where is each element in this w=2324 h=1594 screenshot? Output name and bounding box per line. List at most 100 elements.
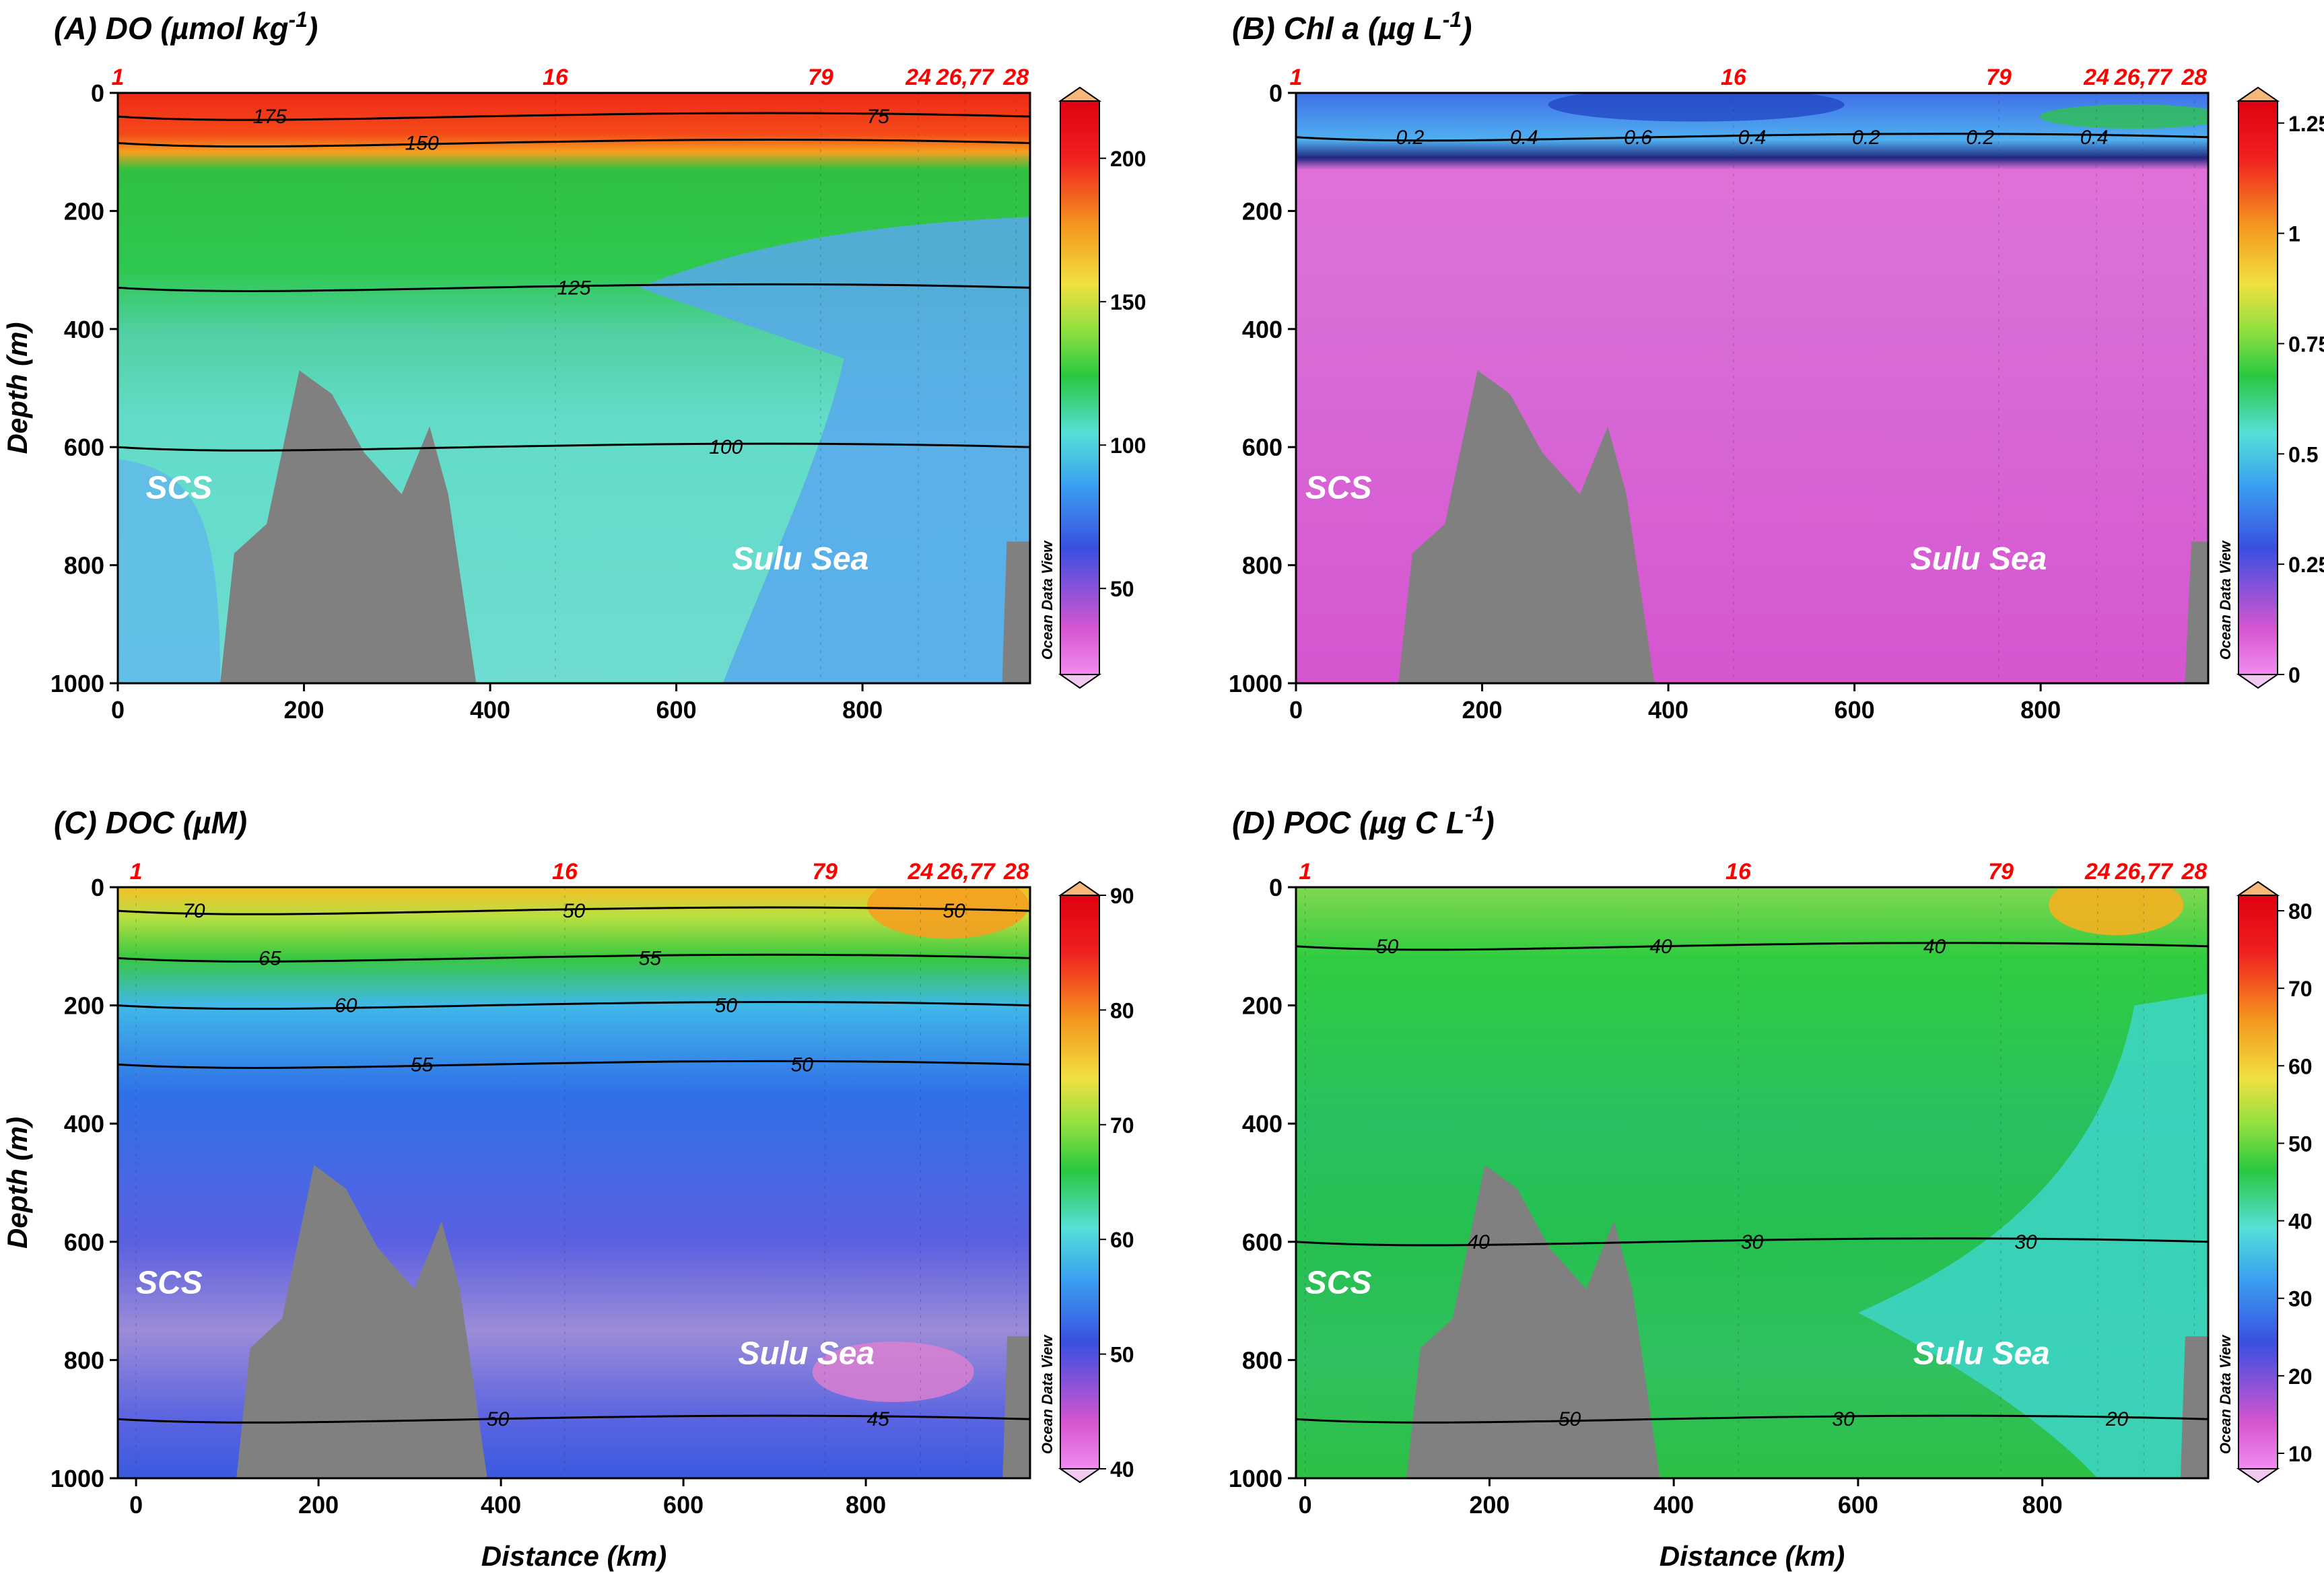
contour-label: 50 xyxy=(791,1053,814,1076)
station-label: 79 xyxy=(808,65,833,90)
doc-maximum xyxy=(867,887,1029,939)
contour-label: 125 xyxy=(557,277,590,299)
y-tick-label: 400 xyxy=(64,316,104,343)
contour-line xyxy=(118,1414,1030,1424)
chart-title: (C) DOC (µM) xyxy=(54,805,247,840)
station-label: 16 xyxy=(543,65,569,90)
y-axis-label: Depth (m) xyxy=(1,1117,33,1249)
plot-border xyxy=(116,886,1031,1480)
colorbar-tick-label: 30 xyxy=(2288,1287,2313,1311)
x-tick-label: 600 xyxy=(1835,696,1875,724)
station-label: 24 xyxy=(2084,859,2111,885)
seafloor-right xyxy=(1002,1336,1030,1478)
colorbar xyxy=(1060,100,1100,675)
colorbar-tick-label: 80 xyxy=(2288,899,2313,924)
x-tick-label: 0 xyxy=(1289,696,1303,724)
colorbar-tick-label: 0.5 xyxy=(2288,442,2318,466)
poc-low-region xyxy=(1857,994,2208,1478)
y-tick-label: 400 xyxy=(1242,1110,1283,1138)
contour-label: 100 xyxy=(709,436,743,458)
station-label: 26,77 xyxy=(937,859,996,885)
y-tick-label: 200 xyxy=(1242,992,1283,1020)
plot-area: 50 40 50 40 30 30 40 30 20 xyxy=(1296,887,2208,1478)
colorbar-tick-label: 100 xyxy=(1110,434,1146,458)
contour-label: 175 xyxy=(253,106,287,128)
y-axis-label: Depth (m) xyxy=(1,322,33,454)
y-tick-label: 600 xyxy=(64,434,104,461)
station-label: 79 xyxy=(1988,859,2014,885)
colorbar-cap-bottom xyxy=(1058,674,1102,689)
region-label: Sulu Sea xyxy=(1913,1336,2050,1372)
region-label: Sulu Sea xyxy=(738,1336,875,1372)
colorbar-tick-label: 10 xyxy=(2288,1442,2313,1466)
seamount xyxy=(1398,370,1655,683)
station-label: 26,77 xyxy=(936,65,995,90)
panel-c: 70 65 60 55 50 50 55 50 50 45 50 SCS Sulu Sea 1 16 79 24… xyxy=(1,805,1134,1572)
doc-minimum xyxy=(812,1341,974,1402)
watermark: Ocean Data View xyxy=(1039,1334,1056,1454)
station-label: 28 xyxy=(1002,65,1029,90)
x-tick-label: 400 xyxy=(1648,696,1688,724)
colorbar-tick-label: 90 xyxy=(1110,884,1134,908)
station-label: 24 xyxy=(2083,65,2109,90)
y-tick-label: 0 xyxy=(91,874,104,901)
contour-label: 20 xyxy=(2105,1408,2129,1430)
seafloor-right xyxy=(2180,1336,2208,1478)
contour-label: 40 xyxy=(1467,1231,1490,1253)
contour-label: 0.6 xyxy=(1624,127,1652,149)
y-tick-label: 1000 xyxy=(50,670,104,697)
x-axis-label: Distance (km) xyxy=(481,1540,667,1572)
contour-label: 70 xyxy=(182,900,205,922)
seafloor-right xyxy=(1002,541,1030,683)
x-tick-label: 800 xyxy=(846,1491,886,1519)
panel-a: 175 150 125 100 75 SCS Sulu Sea 1 16 79 24 26,77 28 (… xyxy=(1,7,1146,724)
y-tick-label: 800 xyxy=(1242,1346,1283,1374)
colorbar-tick-label: 0.75 xyxy=(2288,332,2324,356)
seafloor-right xyxy=(2185,541,2208,683)
contour-label: 75 xyxy=(866,106,889,128)
watermark: Ocean Data View xyxy=(2217,540,2234,660)
region-label: Sulu Sea xyxy=(732,541,869,577)
station-label: 16 xyxy=(552,859,578,885)
y-tick-label: 800 xyxy=(1242,552,1283,580)
colorbar-tick-label: 1 xyxy=(2288,222,2300,246)
contour-line xyxy=(118,283,1030,292)
x-tick-label: 0 xyxy=(1299,1491,1312,1519)
x-tick-label: 800 xyxy=(2020,696,2061,724)
chart-title: (D) POC (µg C L-1) xyxy=(1232,802,1495,840)
contour-line xyxy=(1296,1237,2208,1247)
contour-label: 0.4 xyxy=(2080,127,2109,149)
y-tick-label: 1000 xyxy=(50,1465,104,1492)
contour-label: 45 xyxy=(866,1408,889,1430)
y-tick-label: 600 xyxy=(1242,434,1283,461)
colorbar-tick-label: 50 xyxy=(2288,1132,2313,1156)
contour-line xyxy=(118,906,1030,915)
x-tick-label: 0 xyxy=(111,696,125,724)
colorbar-tick-label: 50 xyxy=(1110,577,1134,601)
y-tick-label: 400 xyxy=(64,1110,104,1138)
colorbar-tick-label: 60 xyxy=(2288,1054,2313,1078)
x-tick-label: 200 xyxy=(1469,1491,1509,1519)
contour-label: 55 xyxy=(411,1053,434,1076)
region-label: SCS xyxy=(136,1265,203,1301)
y-tick-label: 0 xyxy=(1269,874,1283,901)
colorbar-tick-label: 70 xyxy=(1110,1113,1134,1138)
x-tick-label: 400 xyxy=(481,1491,521,1519)
x-tick-label: 600 xyxy=(663,1491,704,1519)
station-label: 28 xyxy=(2181,65,2207,90)
contour-label: 30 xyxy=(1741,1231,1764,1253)
y-tick-label: 1000 xyxy=(1229,670,1283,697)
poc-maximum xyxy=(2049,887,2184,936)
contour-line xyxy=(118,442,1030,452)
station-label: 1 xyxy=(1299,859,1311,885)
station-label: 28 xyxy=(2181,859,2208,885)
contour-label: 60 xyxy=(335,995,357,1017)
y-tick-label: 200 xyxy=(1242,197,1283,225)
contour-label: 50 xyxy=(715,995,738,1017)
colorbar-tick-label: 0.25 xyxy=(2288,553,2324,577)
station-label: 79 xyxy=(812,859,838,885)
y-tick-label: 200 xyxy=(64,992,104,1020)
station-label: 1 xyxy=(130,859,143,885)
colorbar-tick-label: 60 xyxy=(1110,1228,1134,1252)
colorbar-cap-top xyxy=(2236,880,2280,896)
